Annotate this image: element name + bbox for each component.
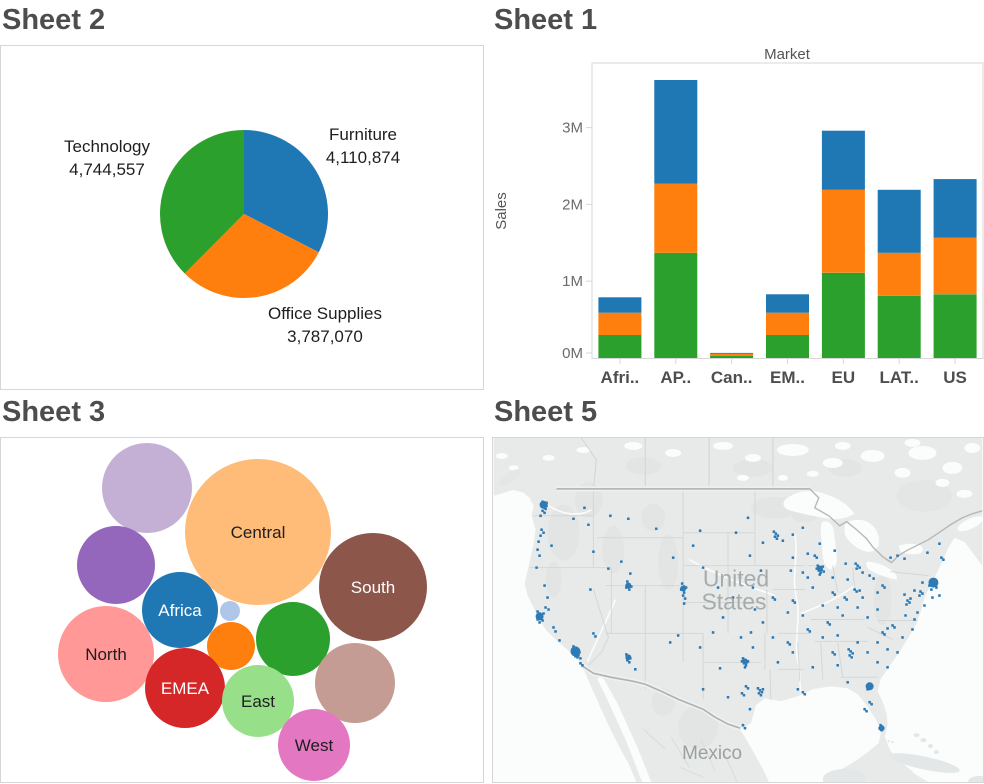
sheet5-container: Sheet 5: [492, 392, 984, 784]
sheet2-title: Sheet 2: [2, 4, 106, 36]
x-category-label: Can..: [711, 368, 753, 387]
x-category-label: EM..: [770, 368, 805, 387]
bar-chart-title: Market: [764, 46, 811, 63]
map-city-dot[interactable]: [625, 654, 632, 661]
map-dots[interactable]: [535, 500, 945, 732]
bar-y-axis-title: Sales: [493, 192, 510, 230]
bubble-west[interactable]: [278, 709, 350, 781]
x-category-label: LAT..: [880, 368, 919, 387]
bubble-label-emea: EMEA: [161, 679, 210, 698]
bubble-label-central: Central: [231, 523, 286, 542]
y-tick-label: 0M: [562, 345, 583, 362]
sheet3-title: Sheet 3: [2, 396, 106, 428]
sheet1-container: Sheet 1 Market Sales 0M 1M 2M 3M Afri.. AP..…: [492, 0, 984, 392]
bar-segment-can--furniture[interactable]: [710, 352, 754, 354]
bar-segment-us-office-supplies[interactable]: [933, 237, 977, 295]
bar-segment-can--office-supplies[interactable]: [710, 353, 754, 356]
bubble-unlabeled[interactable]: [77, 526, 155, 604]
bar-marks[interactable]: [598, 80, 977, 358]
x-category-label: US: [943, 368, 967, 387]
pie-slice-office-supplies[interactable]: [184, 214, 319, 298]
map-city-dot[interactable]: [570, 646, 581, 657]
pie-chart[interactable]: [160, 130, 329, 298]
bar-segment-eu-office-supplies[interactable]: [821, 189, 865, 273]
bubble-label-africa: Africa: [158, 601, 202, 620]
bar-x-axis: Afri.. AP.. Can.. EM.. EU LAT.. US: [601, 358, 967, 387]
bubble-unlabeled[interactable]: [207, 622, 255, 670]
bar-segment-ap--technology[interactable]: [654, 252, 698, 358]
bubble-east[interactable]: [222, 665, 294, 737]
pie-label-office-supplies: Office Supplies 3,787,070: [267, 304, 383, 346]
sheet2-panel: Furniture 4,110,874 Office Supplies 3,787,0…: [0, 45, 484, 390]
bar-segment-eu-furniture[interactable]: [821, 130, 865, 190]
y-tick-label: 1M: [562, 273, 583, 290]
bubble-label-east: East: [241, 692, 275, 711]
map-country-borders: [556, 486, 983, 731]
map-city-dot[interactable]: [625, 582, 632, 589]
sheet3-container: Sheet 3 Central South Africa North EMEA East W…: [0, 392, 484, 784]
sheet2-container: Sheet 2 Furniture 4,110,874 Office Supplie…: [0, 0, 484, 392]
map-city-dot[interactable]: [535, 612, 544, 621]
y-tick-label: 2M: [562, 196, 583, 213]
x-category-label: EU: [832, 368, 856, 387]
map-terrain-patches: [545, 456, 953, 750]
bubble-central[interactable]: [185, 459, 331, 605]
bar-segment-can--technology[interactable]: [710, 355, 754, 358]
bar-segment-eu-technology[interactable]: [821, 272, 865, 358]
bar-segment-us-furniture[interactable]: [933, 179, 977, 238]
bar-segment-em--office-supplies[interactable]: [766, 312, 809, 335]
map-lakes: [495, 438, 983, 580]
map-city-dot[interactable]: [928, 577, 939, 588]
pie-slice-technology[interactable]: [160, 130, 244, 274]
bar-segment-afri--technology[interactable]: [598, 335, 642, 358]
sheet5-panel: United States Mexico: [492, 437, 984, 783]
bar-segment-us-technology[interactable]: [933, 294, 977, 358]
sheet5-title: Sheet 5: [494, 396, 598, 428]
map-city-dot[interactable]: [865, 682, 874, 691]
map-islands: [498, 469, 983, 782]
bar-segment-lat--office-supplies[interactable]: [877, 252, 921, 296]
map-label-united: United: [703, 566, 769, 592]
pie-label-technology: Technology 4,744,557: [63, 137, 151, 179]
pie-label-furniture: Furniture 4,110,874: [325, 125, 401, 167]
bar-segment-ap--office-supplies[interactable]: [654, 183, 698, 253]
bubble-north[interactable]: [58, 606, 154, 702]
bubble-south[interactable]: [319, 533, 427, 641]
bubble-emea[interactable]: [145, 648, 225, 728]
bar-segment-ap--furniture[interactable]: [654, 80, 698, 184]
sheet3-panel: Central South Africa North EMEA East West: [0, 437, 484, 783]
bar-y-axis: 0M 1M 2M 3M: [562, 120, 592, 362]
map-label-states: States: [702, 589, 767, 615]
map-label-mexico: Mexico: [682, 743, 742, 764]
map-city-dot[interactable]: [878, 725, 885, 732]
bubble-label-north: North: [85, 645, 127, 664]
bubble-unlabeled[interactable]: [315, 643, 395, 723]
bubble-unlabeled[interactable]: [220, 601, 240, 621]
map-city-dot[interactable]: [680, 585, 687, 592]
map-city-dot[interactable]: [816, 565, 823, 572]
map-ocean-shapes: [493, 489, 983, 782]
map-city-dot[interactable]: [741, 658, 748, 665]
bubble-unlabeled[interactable]: [256, 602, 330, 676]
bar-segment-em--furniture[interactable]: [766, 294, 809, 313]
bubble-africa[interactable]: [142, 572, 218, 648]
bubble-label-west: West: [295, 736, 334, 755]
bar-segment-afri--furniture[interactable]: [598, 297, 642, 313]
bar-segment-afri--office-supplies[interactable]: [598, 312, 642, 335]
map-city-dot[interactable]: [539, 500, 548, 509]
x-category-label: Afri..: [601, 368, 640, 387]
map-state-borders: [529, 438, 929, 782]
bar-segment-lat--technology[interactable]: [877, 295, 921, 358]
bar-segment-em--technology[interactable]: [766, 335, 809, 358]
bubble-label-south: South: [351, 578, 395, 597]
bubble-unlabeled[interactable]: [102, 443, 192, 533]
y-tick-label: 3M: [562, 120, 583, 137]
bar-segment-lat--furniture[interactable]: [877, 189, 921, 253]
x-category-label: AP..: [660, 368, 691, 387]
sheet1-title: Sheet 1: [494, 4, 598, 36]
bubble-chart[interactable]: Central South Africa North EMEA East West: [58, 443, 427, 781]
pie-slice-furniture[interactable]: [244, 130, 329, 253]
